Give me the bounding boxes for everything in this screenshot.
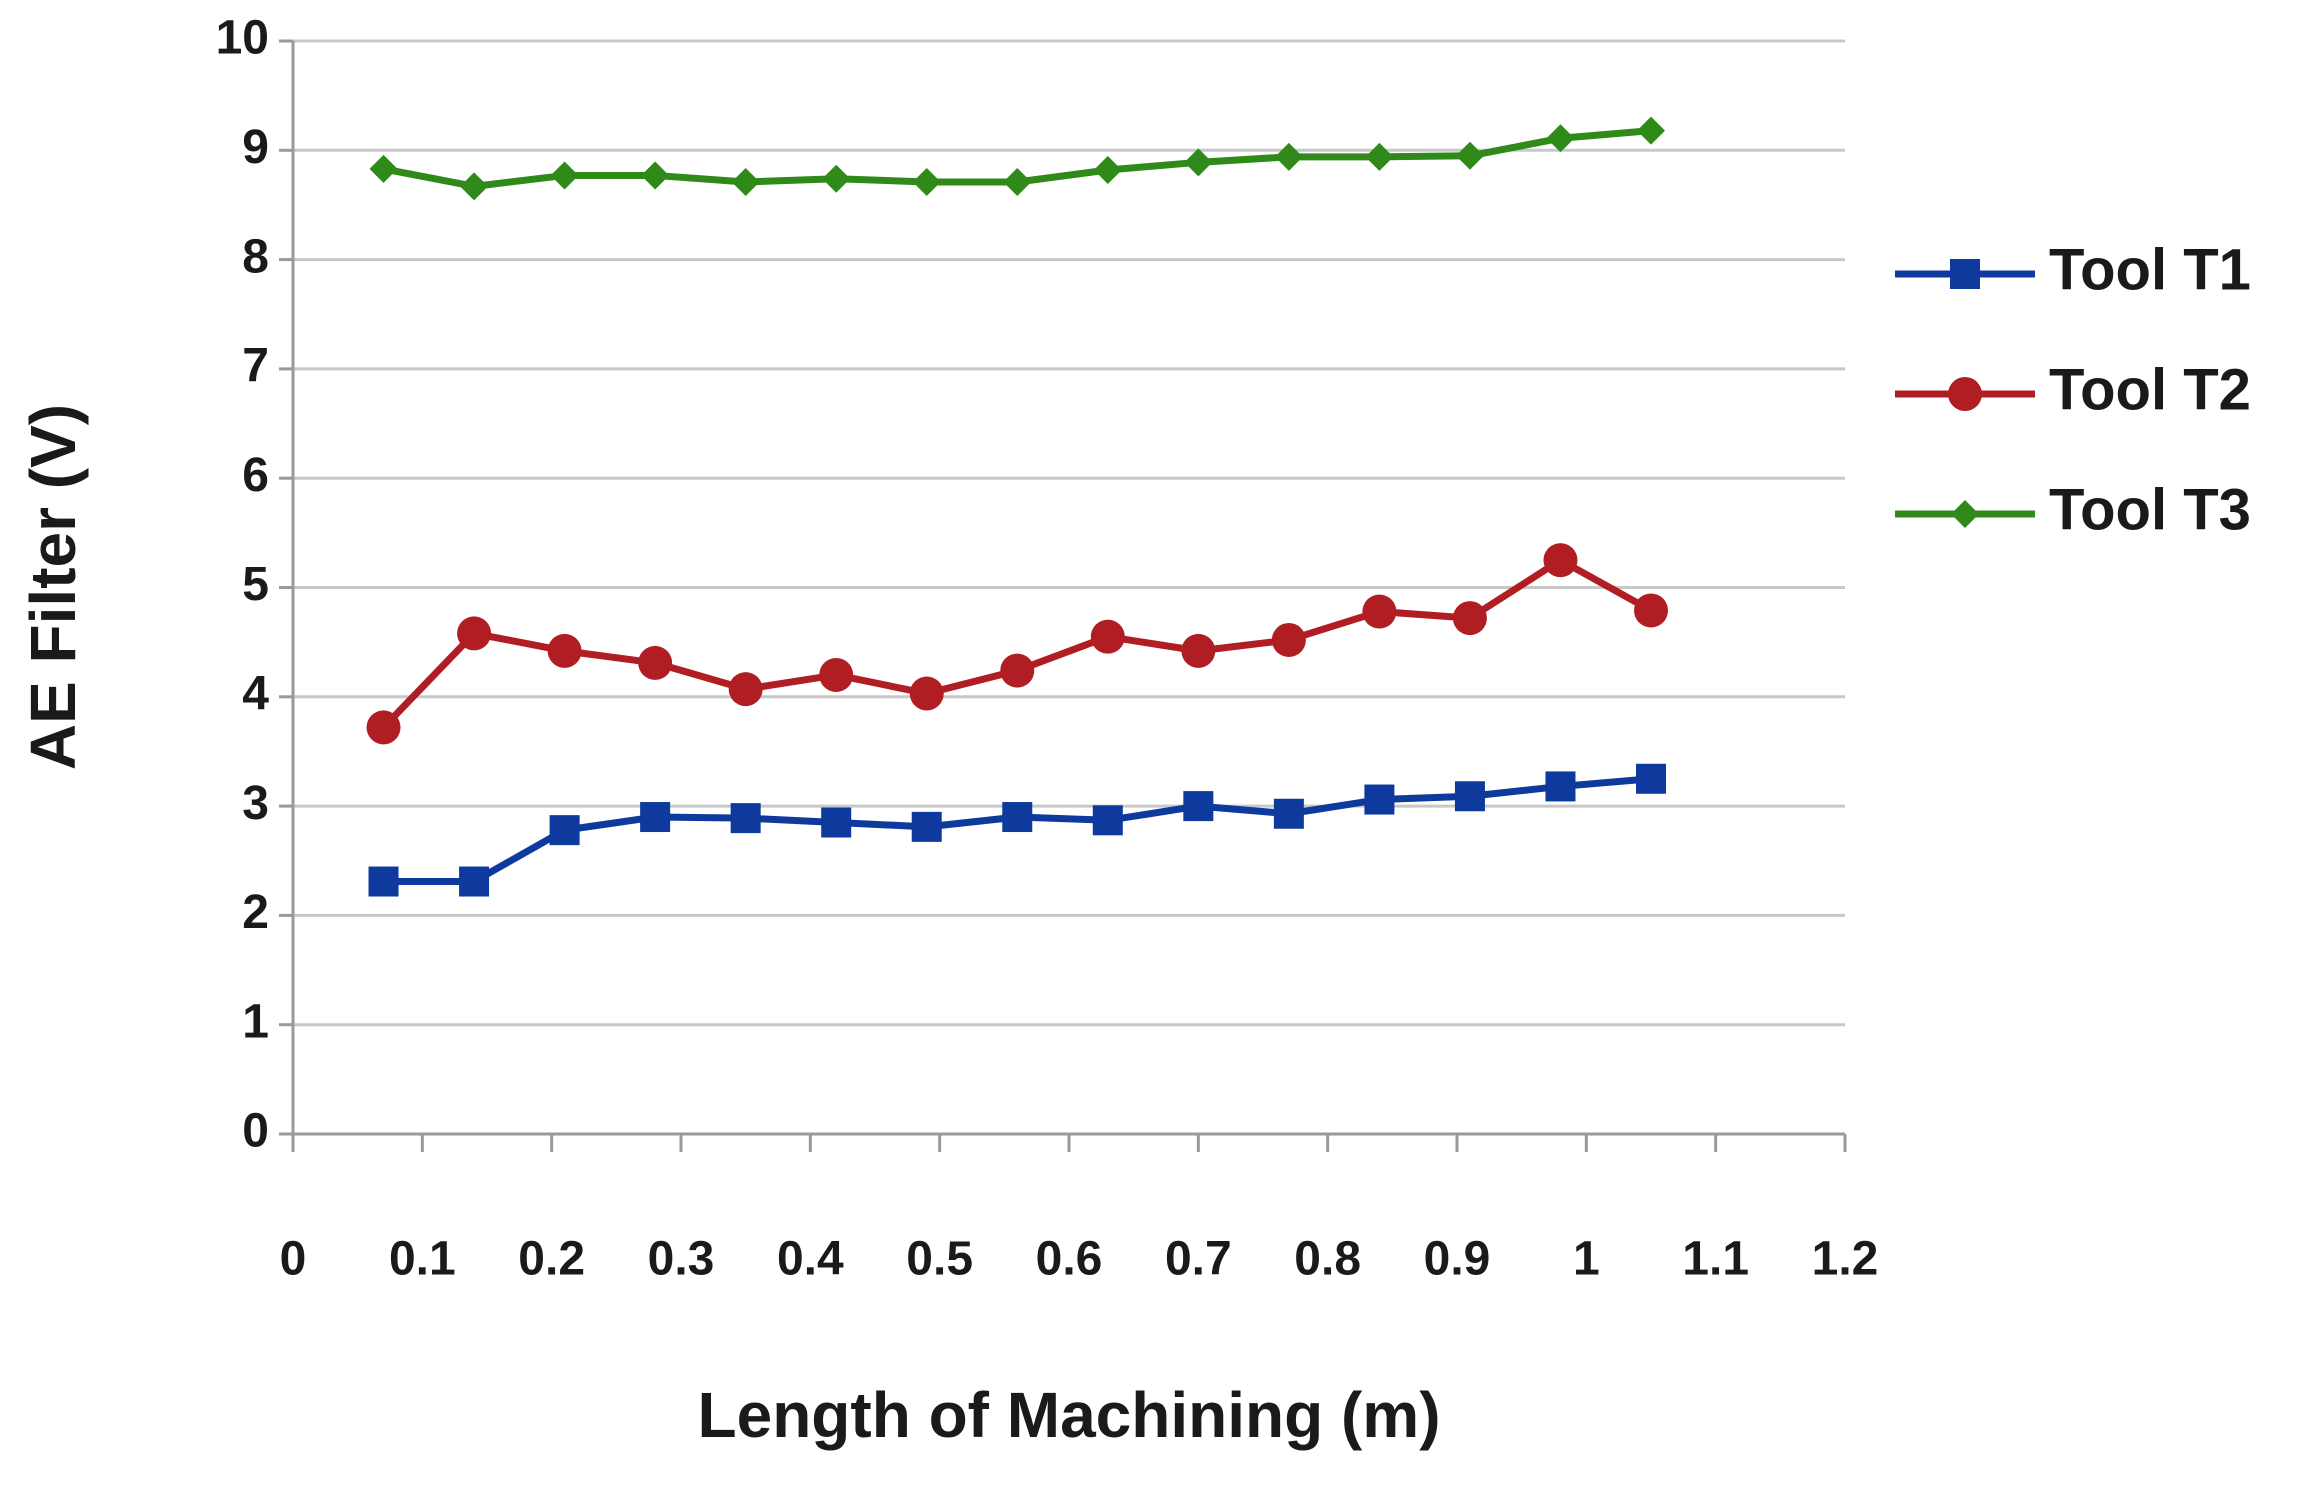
y-tick-label: 9	[242, 121, 269, 174]
data-point	[1546, 124, 1575, 153]
data-point	[460, 172, 489, 201]
data-point	[1637, 116, 1665, 145]
data-point	[1452, 601, 1487, 636]
data-point	[1545, 771, 1576, 802]
x-tick-label: 0.4	[777, 1233, 844, 1286]
data-point	[459, 866, 490, 897]
x-tick-label: 0.5	[906, 1233, 973, 1286]
x-axis-title: Length of Machining (m)	[698, 1379, 1441, 1451]
y-tick-label: 0	[242, 1105, 269, 1158]
x-tick-label: 1.2	[1812, 1233, 1879, 1286]
x-tick-label: 0.6	[1036, 1233, 1103, 1286]
data-point	[1274, 142, 1303, 171]
data-point	[909, 676, 944, 711]
data-point	[368, 866, 399, 897]
y-tick-label: 8	[242, 230, 269, 283]
data-point	[912, 167, 941, 196]
data-point	[1454, 781, 1485, 812]
data-point	[1271, 622, 1306, 657]
data-point	[1543, 543, 1578, 578]
data-point	[1003, 167, 1032, 196]
data-point	[641, 161, 670, 190]
legend-marker	[1948, 377, 1982, 411]
data-point	[549, 815, 580, 846]
data-point	[1455, 141, 1484, 170]
x-tick-label: 0	[280, 1233, 307, 1286]
data-point	[1002, 802, 1033, 833]
data-point	[1000, 653, 1035, 688]
data-point	[1364, 784, 1395, 815]
y-tick-label: 4	[242, 667, 269, 720]
x-tick-label: 0.2	[518, 1233, 585, 1286]
data-point	[1183, 791, 1214, 822]
data-point	[550, 161, 579, 190]
x-tick-label: 0.7	[1165, 1233, 1232, 1286]
legend-label: Tool T1	[2049, 237, 2251, 302]
data-point	[1181, 633, 1216, 668]
x-tick-label: 0.9	[1424, 1233, 1491, 1286]
x-tick-label: 0.3	[648, 1233, 715, 1286]
x-tick-label: 0.8	[1294, 1233, 1361, 1286]
data-point	[638, 645, 673, 680]
data-point	[366, 710, 401, 745]
y-tick-label: 7	[242, 340, 269, 393]
data-point	[640, 802, 671, 833]
data-point	[547, 633, 582, 668]
data-point	[457, 616, 492, 651]
data-point	[1184, 148, 1213, 177]
y-tick-label: 5	[242, 558, 269, 611]
data-point	[822, 164, 851, 193]
data-point	[1365, 142, 1394, 171]
legend-label: Tool T3	[2049, 477, 2251, 542]
data-point	[1090, 619, 1125, 654]
legend-label: Tool T2	[2049, 357, 2251, 422]
x-tick-label: 1.1	[1682, 1233, 1749, 1286]
data-point	[1273, 798, 1304, 829]
data-point	[911, 811, 942, 842]
y-tick-label: 10	[216, 12, 269, 65]
legend-marker	[1951, 500, 1979, 528]
data-point	[819, 657, 854, 692]
data-point	[1634, 593, 1668, 628]
data-point	[369, 154, 398, 183]
data-point	[1092, 805, 1123, 836]
legend-marker	[1950, 259, 1980, 289]
data-point	[730, 803, 761, 834]
data-point	[1093, 155, 1122, 184]
y-tick-label: 3	[242, 777, 269, 830]
data-point	[728, 672, 763, 707]
data-point	[1362, 594, 1397, 629]
y-tick-label: 2	[242, 886, 269, 939]
x-tick-label: 0.1	[389, 1233, 456, 1286]
y-axis-title: AE Filter (V)	[17, 404, 89, 770]
data-point	[821, 807, 852, 838]
data-point	[731, 167, 760, 196]
data-point	[1636, 763, 1666, 794]
y-tick-label: 6	[242, 449, 269, 502]
y-tick-label: 1	[242, 995, 269, 1048]
x-tick-label: 1	[1573, 1233, 1600, 1286]
